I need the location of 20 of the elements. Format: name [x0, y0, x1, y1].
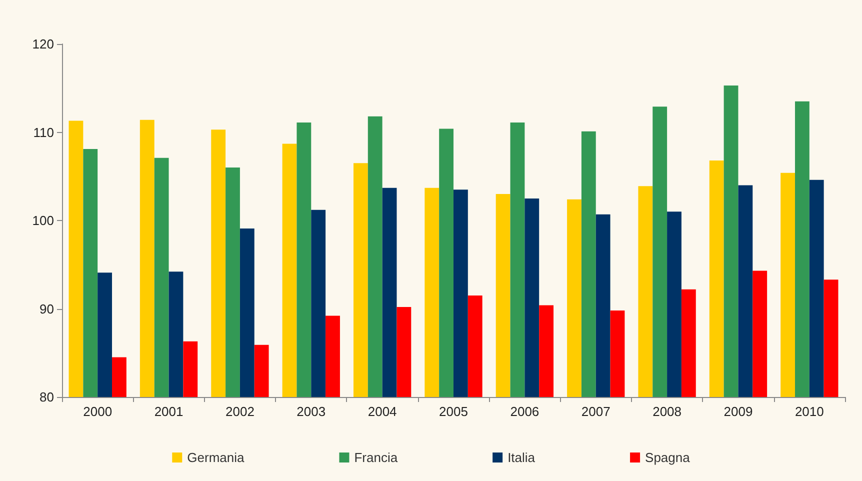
x-tick-label: 2007 [581, 404, 610, 419]
y-tick-label: 110 [33, 124, 54, 140]
x-tick-label: 2009 [724, 404, 753, 419]
x-tick-label: 2001 [154, 404, 184, 419]
legend-label: Germania [187, 450, 245, 465]
x-tick-label: 2008 [652, 404, 682, 419]
legend-label: Spagna [645, 450, 691, 465]
x-tick-label: 2002 [225, 404, 254, 419]
x-tick-label: 2004 [368, 404, 397, 419]
y-tick-label: 90 [40, 301, 54, 316]
x-tick-label: 2003 [296, 404, 326, 419]
x-tick-label: 2010 [794, 404, 824, 419]
y-tick-label: 120 [32, 36, 54, 52]
x-tick-label: 2006 [510, 404, 540, 419]
y-tick-label: 80 [40, 390, 54, 404]
x-tick-label: 2005 [439, 404, 468, 419]
legend-label: Italia [508, 450, 536, 465]
y-tick-label: 100 [32, 213, 54, 228]
x-tick-label: 2000 [83, 404, 112, 419]
legend-label: Francia [354, 450, 398, 465]
